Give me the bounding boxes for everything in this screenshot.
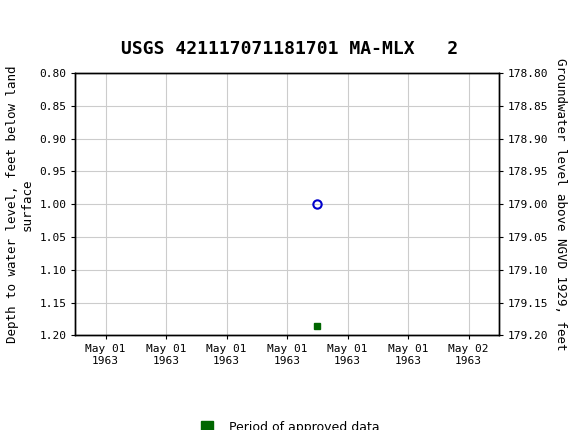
Y-axis label: Groundwater level above NGVD 1929, feet: Groundwater level above NGVD 1929, feet bbox=[554, 58, 567, 350]
Y-axis label: Depth to water level, feet below land
surface: Depth to water level, feet below land su… bbox=[6, 65, 34, 343]
Text: ≡USGS: ≡USGS bbox=[12, 16, 78, 36]
Legend: Period of approved data: Period of approved data bbox=[189, 416, 385, 430]
Text: USGS 421117071181701 MA-MLX   2: USGS 421117071181701 MA-MLX 2 bbox=[121, 40, 459, 58]
